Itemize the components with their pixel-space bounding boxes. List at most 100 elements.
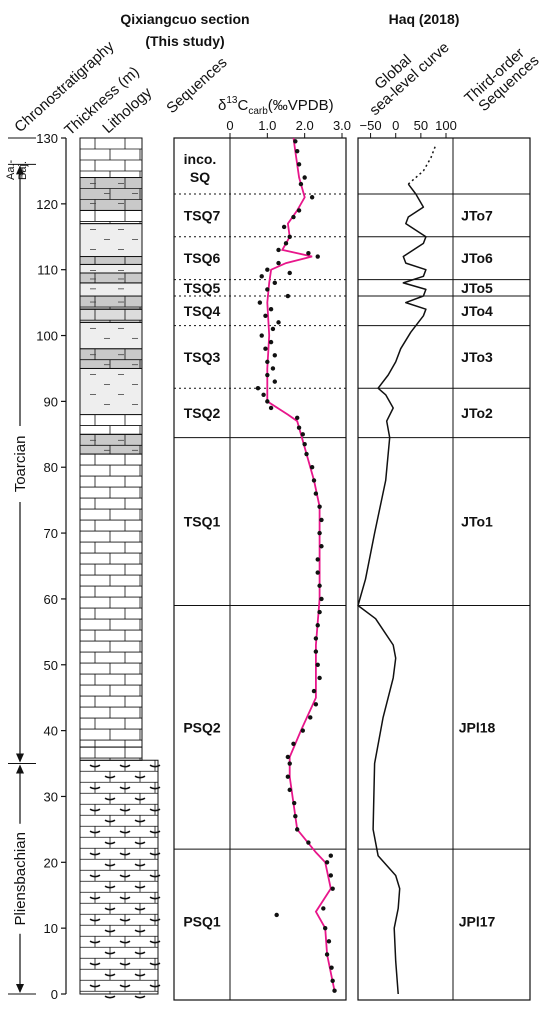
- isotope-point-38: [317, 504, 322, 509]
- thickness-tick-label-130: 130: [36, 131, 58, 146]
- lithology-bed-rect-13: [79, 256, 143, 265]
- isotope-point-35: [319, 544, 324, 549]
- chronostratigraphy-column: Aa.- Baj. Toarcian Pliensbachian: [5, 137, 36, 995]
- isotope-point-40: [311, 478, 317, 483]
- isotope-point-18: [287, 761, 292, 766]
- fossil-mark-0-16: [119, 940, 131, 944]
- fossil-mark-0-4: [119, 808, 131, 812]
- fossil-mark-0-6: [119, 830, 131, 834]
- lithology-bed-17: [79, 137, 143, 179]
- sea-tick-label-2: 50: [414, 118, 428, 133]
- isotope-point-6: [274, 912, 279, 918]
- isotope-point-32: [317, 583, 322, 588]
- third-order-label-6: JTo1: [461, 514, 493, 530]
- isotope-point-72: [306, 251, 311, 256]
- fossil-mark-0-20: [119, 984, 131, 988]
- sea-level-panel-frame: [357, 137, 531, 1001]
- fossil-mark-0-5: [134, 819, 146, 823]
- isotope-point-28: [313, 636, 319, 641]
- isotope-point-58: [259, 333, 264, 338]
- isotope-point-41: [309, 465, 315, 470]
- lithology-bed-16: [79, 177, 143, 211]
- isotope-point-83: [295, 148, 300, 154]
- fossil-mark-0-2: [149, 786, 161, 790]
- lithology-bed-rect-14: [79, 223, 143, 258]
- fossil-mark-0-12: [119, 896, 131, 900]
- isotope-point-20: [291, 741, 296, 746]
- isotope-panel: 0 1.0 2.0 3.0 inco. SQ TSQ7 TSQ6 TSQ5 TSQ4 TSQ3 TSQ…: [173, 118, 351, 1001]
- fossil-mark-0-17: [104, 951, 116, 955]
- lithology-bed-rect-10: [79, 282, 143, 297]
- left-title-line2: (This study): [145, 33, 224, 49]
- right-title: Haq (2018): [389, 11, 460, 27]
- lithology-bed-rect-12: [79, 263, 143, 274]
- stage-pliensbachian: Pliensbachian: [12, 832, 29, 925]
- fossil-mark-0-7: [134, 841, 146, 845]
- isotope-point-8: [330, 886, 335, 891]
- third-order-label-8: JPl17: [459, 914, 496, 930]
- isotope-point-10: [324, 860, 330, 865]
- lithology-bed-10: [79, 282, 143, 297]
- isotope-tick-label-3: 3.0: [333, 118, 351, 133]
- third-order-label-3: JTo4: [461, 303, 493, 319]
- fossil-mark-0-16: [149, 940, 161, 944]
- third-order-label-1: JTo6: [461, 250, 493, 266]
- header-isotope: δ13Ccarb(‰VPDB): [218, 95, 334, 117]
- fossil-mark-0-19: [104, 973, 116, 977]
- isotope-point-0: [332, 988, 337, 993]
- fossil-mark-0-2: [119, 786, 131, 790]
- fossil-mark-0-6: [89, 830, 101, 834]
- isotope-point-84: [293, 139, 298, 144]
- sequence-label-7: TSQ1: [184, 514, 221, 530]
- isotope-point-9: [328, 873, 333, 878]
- third-order-label-2: JTo5: [461, 280, 493, 296]
- toarcian-arrow-arrow-down: [16, 753, 24, 763]
- fossil-mark-0-9: [134, 863, 146, 867]
- isotope-point-24: [311, 688, 317, 694]
- isotope-point-60: [276, 320, 281, 325]
- fossil-mark-0-10: [119, 874, 131, 878]
- lithology-bed-rect-16: [79, 177, 143, 211]
- isotope-point-71: [315, 254, 320, 259]
- isotope-point-63: [257, 300, 263, 305]
- isotope-point-54: [265, 359, 270, 365]
- lithology-bed-1: [79, 746, 143, 761]
- fossil-mark-0-4: [149, 808, 161, 812]
- lithology-bed-6: [79, 348, 143, 369]
- third-order-label-4: JTo3: [461, 349, 493, 365]
- lithology-bed-rect-5: [79, 367, 143, 416]
- thickness-tick-label-0: 0: [51, 987, 58, 1002]
- isotope-point-81: [302, 175, 307, 180]
- isotope-point-19: [285, 754, 291, 760]
- isotope-point-69: [265, 267, 270, 272]
- thickness-tick-label-120: 120: [36, 197, 58, 212]
- fossil-mark-0-14: [119, 918, 131, 922]
- fossil-mark-0-20: [89, 984, 101, 988]
- sequence-label-6: TSQ2: [184, 405, 221, 421]
- isotope-point-66: [272, 280, 277, 286]
- isotope-point-34: [315, 557, 320, 562]
- fossil-mark-0-13: [134, 907, 146, 911]
- fossil-mark-0-10: [89, 874, 101, 878]
- isotope-point-53: [270, 366, 276, 371]
- isotope-point-45: [296, 425, 302, 430]
- isotope-point-42: [304, 451, 309, 457]
- isotope-point-55: [272, 353, 277, 358]
- left-title-line1: Qixiangcuo section: [120, 11, 249, 27]
- pliensbachian-arrow-arrow-down: [16, 984, 24, 993]
- lithology-bed-2: [79, 453, 143, 748]
- isotope-point-2: [329, 965, 334, 970]
- isotope-tick-label-1: 1.0: [258, 118, 276, 133]
- lithology-bed-7: [79, 321, 143, 350]
- isotope-point-57: [268, 339, 274, 345]
- lithology-bed-12: [79, 263, 143, 274]
- fossil-mark-0-13: [104, 907, 116, 911]
- fossil-mark-0-1: [104, 775, 116, 779]
- fossil-mark-0-8: [119, 852, 131, 856]
- isotope-point-22: [308, 715, 313, 720]
- third-order-label-0: JTo7: [461, 207, 493, 223]
- fossil-mark-0-5: [104, 819, 116, 823]
- thickness-tick-label-100: 100: [36, 329, 58, 344]
- toarcian-arrow-arrow-up: [16, 165, 24, 175]
- sequence-label-3: TSQ5: [184, 280, 221, 296]
